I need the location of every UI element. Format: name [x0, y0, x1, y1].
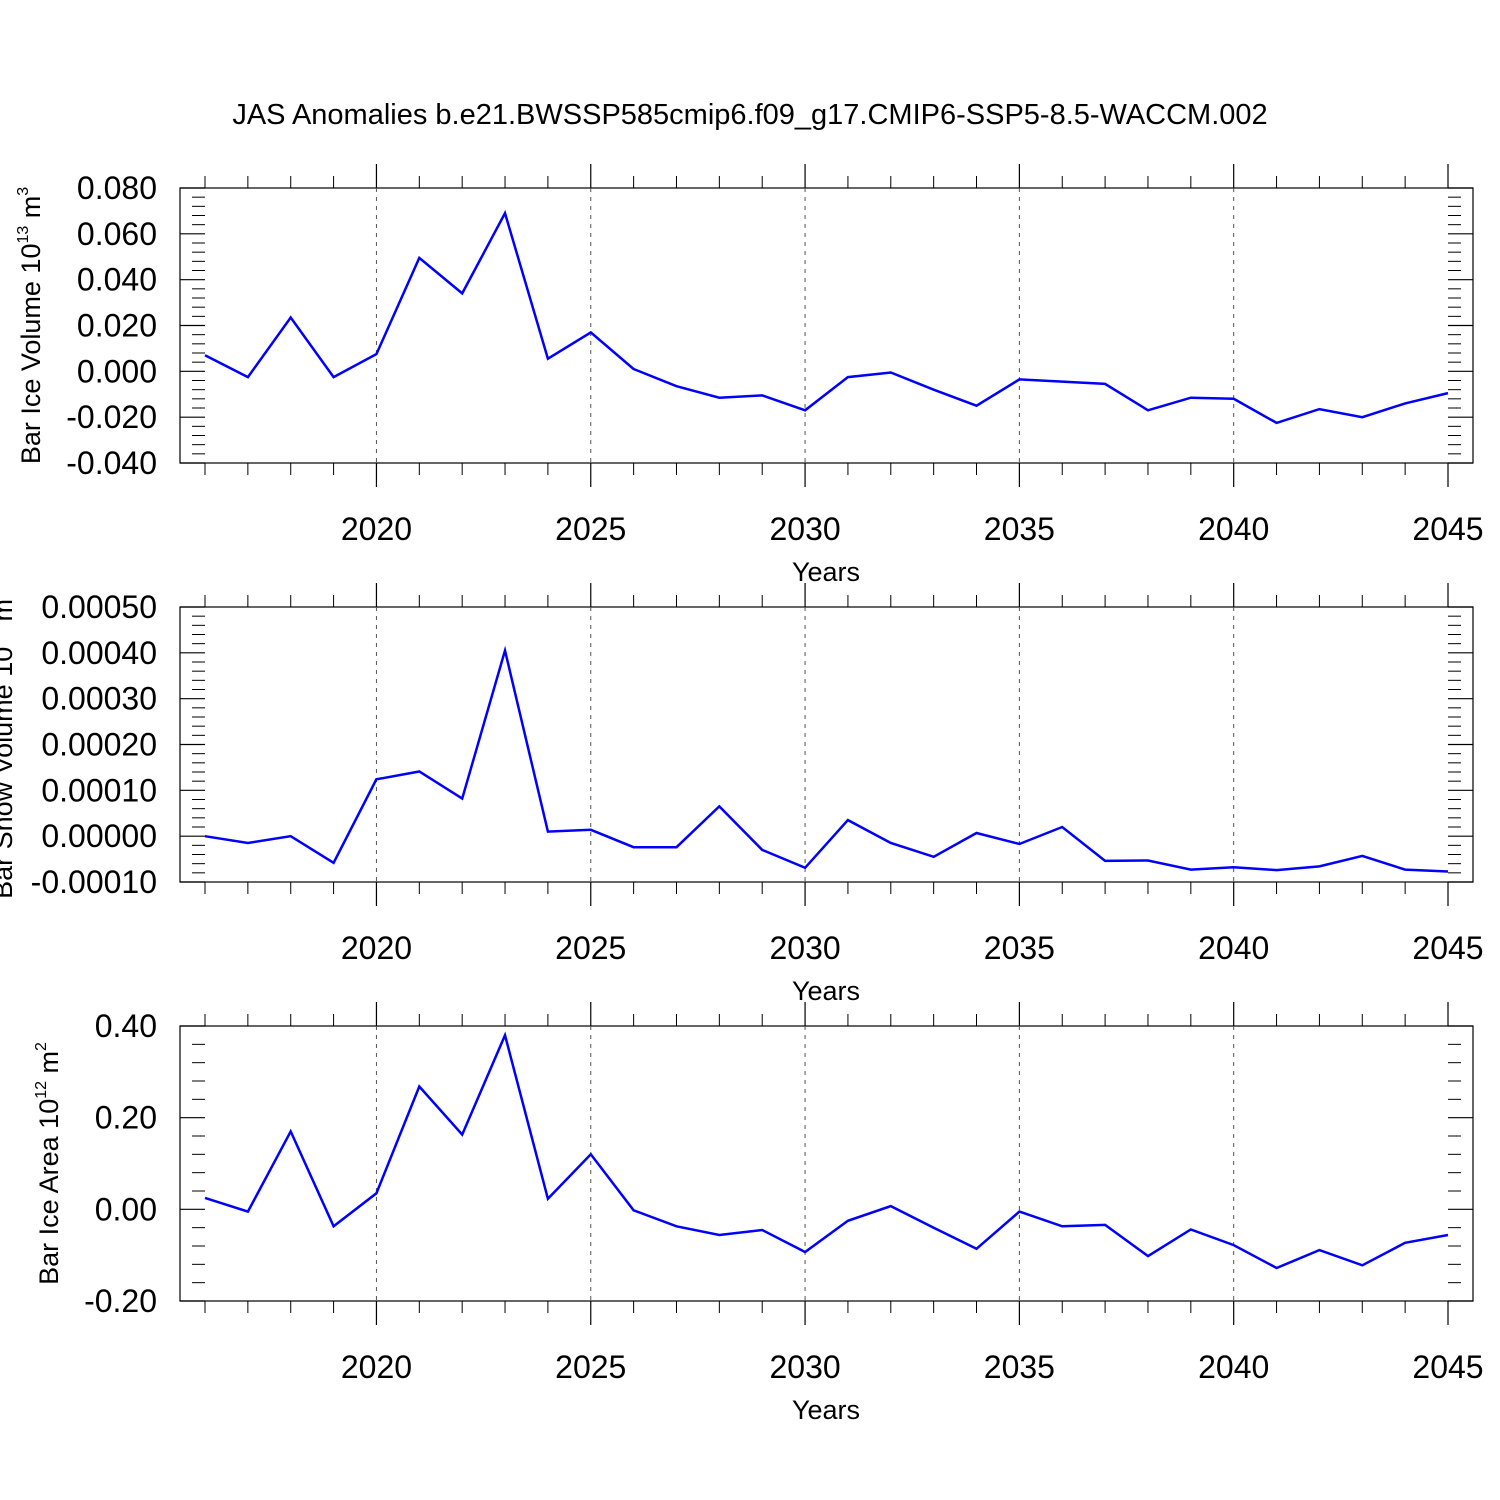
y-tick-label: 0.060 [77, 216, 157, 252]
y-tick-label: 0.00050 [41, 589, 157, 625]
y-tick-label: 0.020 [77, 308, 157, 344]
x-tick-label: 2045 [1412, 930, 1483, 966]
series-line-1 [204, 209, 1449, 425]
x-tick-label: 2045 [1412, 511, 1483, 547]
x-tick-label: 2025 [555, 511, 626, 547]
figure-title: JAS Anomalies b.e21.BWSSP585cmip6.f09_g1… [232, 99, 1267, 131]
x-tick-label: 2045 [1412, 1349, 1483, 1385]
chart-panel-3: 2020 2025 2030 2035 2040 2045 -0.20 0.00 0.20 0.4… [33, 1002, 1484, 1425]
x-tick-label: 2030 [769, 511, 840, 547]
x-tick-label: 2035 [984, 1349, 1055, 1385]
y-tick-label: 0.040 [77, 262, 157, 298]
y-tick-label: 0.00020 [41, 727, 157, 763]
x-tick-label: 2040 [1198, 930, 1269, 966]
x-axis-label: Years [792, 557, 860, 587]
x-tick-label: 2040 [1198, 511, 1269, 547]
x-axis-label: Years [792, 976, 860, 1006]
x-tick-label: 2030 [769, 1349, 840, 1385]
plot-frame [179, 606, 1474, 883]
y-axis-label: Bar Snow Volume 1013 m3 [0, 590, 18, 899]
series-line-1 [204, 1031, 1449, 1270]
series-line-1 [204, 645, 1449, 873]
x-tick-label: 2020 [341, 511, 412, 547]
y-tick-label: 0.00 [95, 1191, 157, 1227]
x-tick-label: 2040 [1198, 1349, 1269, 1385]
y-tick-label: 0.000 [77, 353, 157, 389]
panels: 2020 2025 2030 2035 2040 2045 -0.040 -0.020 0.00… [0, 164, 1484, 1425]
x-tick-label: 2030 [769, 930, 840, 966]
x-tick-label: 2035 [984, 930, 1055, 966]
y-tick-label: 0.00000 [41, 818, 157, 854]
x-tick-label: 2020 [341, 930, 412, 966]
y-axis-label: Bar Ice Area 1012 m2 [33, 1042, 64, 1285]
y-tick-label: 0.080 [77, 170, 157, 206]
plot-frame [179, 1025, 1474, 1302]
y-tick-label: -0.20 [84, 1283, 157, 1319]
y-tick-label: -0.00010 [31, 864, 157, 900]
x-tick-label: 2025 [555, 930, 626, 966]
chart-panel-1: 2020 2025 2030 2035 2040 2045 -0.040 -0.020 0.00… [15, 164, 1484, 587]
y-tick-label: 0.00040 [41, 635, 157, 671]
x-tick-label: 2020 [341, 1349, 412, 1385]
x-tick-label: 2035 [984, 511, 1055, 547]
y-tick-label: 0.20 [95, 1100, 157, 1136]
x-tick-label: 2025 [555, 1349, 626, 1385]
y-tick-label: 0.00010 [41, 772, 157, 808]
x-axis-label: Years [792, 1395, 860, 1425]
y-tick-label: 0.40 [95, 1008, 157, 1044]
y-axis-label: Bar Ice Volume 1013 m3 [15, 187, 46, 464]
y-tick-label: 0.00030 [41, 681, 157, 717]
y-tick-label: -0.020 [66, 399, 157, 435]
chart-panel-2: 2020 2025 2030 2035 2040 2045 -0.00010 0.00000 0… [0, 583, 1484, 1006]
y-tick-label: -0.040 [66, 445, 157, 481]
